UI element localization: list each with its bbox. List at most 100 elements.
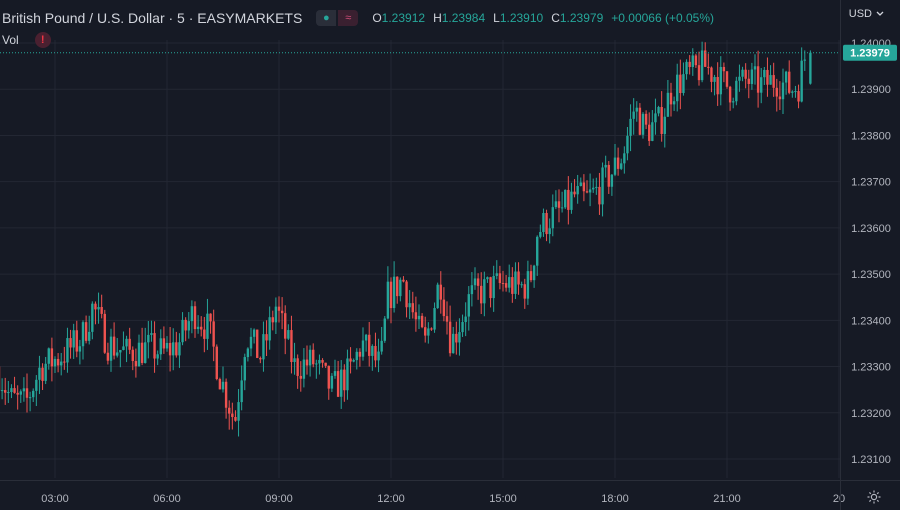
candle <box>582 174 586 202</box>
currency-selector[interactable]: USD <box>849 8 884 20</box>
gear-icon[interactable] <box>866 489 882 505</box>
candle <box>131 346 134 371</box>
candle <box>800 47 803 103</box>
candle-body <box>551 207 554 229</box>
candle <box>0 378 4 400</box>
candle <box>53 356 57 373</box>
candle-body <box>374 345 377 361</box>
candle-body <box>620 163 623 169</box>
candle-body <box>287 330 290 339</box>
candle <box>545 209 548 242</box>
candle-body <box>106 352 110 361</box>
candle <box>44 356 47 385</box>
market-open-icon[interactable]: ● <box>316 10 337 26</box>
candle-body <box>598 186 601 205</box>
candle-body <box>445 316 449 322</box>
candle-body <box>19 391 22 395</box>
candle-body <box>414 312 418 320</box>
symbol-title[interactable]: British Pound / U.S. Dollar · 5 · EASYMA… <box>2 10 303 26</box>
candle <box>364 333 368 352</box>
candle-body <box>402 279 405 282</box>
candle-body <box>464 316 467 323</box>
candle-body <box>728 86 732 103</box>
candle-body <box>685 61 688 75</box>
candle-body <box>137 342 141 367</box>
candle <box>330 373 334 393</box>
candle <box>352 358 355 363</box>
candle <box>324 362 327 368</box>
candle <box>738 64 741 92</box>
candle <box>315 359 318 379</box>
candle <box>691 48 694 76</box>
candle <box>616 147 620 176</box>
candle-body <box>772 75 775 88</box>
approx-icon[interactable]: ≈ <box>338 10 359 26</box>
candle <box>554 190 558 210</box>
candle <box>679 59 682 110</box>
candle <box>106 342 110 365</box>
status-pill[interactable]: ● ≈ <box>316 10 359 26</box>
candle-body <box>529 271 533 281</box>
candle <box>411 291 414 319</box>
candle <box>480 272 483 315</box>
warning-icon[interactable]: ! <box>34 32 51 48</box>
candle-body <box>420 315 424 328</box>
candle-body <box>763 69 766 78</box>
candle <box>333 359 337 379</box>
candle-body <box>579 182 582 187</box>
candle-body <box>694 55 698 66</box>
open-label: O <box>372 11 382 25</box>
candle-body <box>296 358 299 376</box>
volume-legend[interactable]: Vol ! <box>2 32 51 48</box>
candle <box>63 346 66 370</box>
candle-body <box>265 334 268 341</box>
candle-body <box>467 294 470 317</box>
candle <box>700 41 704 83</box>
candle-body <box>791 91 794 93</box>
candle <box>81 320 85 360</box>
candle-body <box>368 334 371 356</box>
candle-body <box>103 313 106 353</box>
candle <box>234 410 237 422</box>
close-value: 1.23979 <box>559 11 604 25</box>
candle-body <box>383 318 386 341</box>
y-tick-label: 1.23300 <box>851 362 891 374</box>
candle-body <box>340 369 343 397</box>
candle-body <box>10 388 13 393</box>
candle-body <box>231 413 234 418</box>
x-tick-label: 12:00 <box>377 493 405 505</box>
candle-body <box>16 392 19 395</box>
candle-body <box>539 232 542 237</box>
candle <box>168 327 172 372</box>
candle <box>532 264 536 288</box>
candle-body <box>193 306 197 330</box>
candle-body <box>243 357 246 381</box>
candle-body <box>150 333 153 335</box>
candle <box>495 260 498 280</box>
candle-body <box>470 285 474 295</box>
y-tick-label: 1.23100 <box>851 454 891 466</box>
candle <box>389 277 393 324</box>
candle-body <box>392 276 396 309</box>
candle-body <box>144 342 147 363</box>
candle <box>420 313 424 329</box>
candle <box>308 345 312 377</box>
candle <box>327 365 330 400</box>
candle-body <box>495 273 498 276</box>
candle <box>218 377 222 390</box>
candle <box>567 176 570 225</box>
candle-body <box>638 107 642 135</box>
candle <box>784 70 788 95</box>
candle <box>588 173 592 207</box>
candle <box>489 276 492 308</box>
candle-body <box>545 213 548 235</box>
candle-body <box>28 397 32 399</box>
candle <box>775 78 778 112</box>
candle <box>405 279 408 318</box>
candle-body <box>69 338 72 348</box>
candle <box>97 292 100 324</box>
candle-body <box>452 333 455 354</box>
candle-body <box>613 157 617 175</box>
candle <box>190 300 194 334</box>
